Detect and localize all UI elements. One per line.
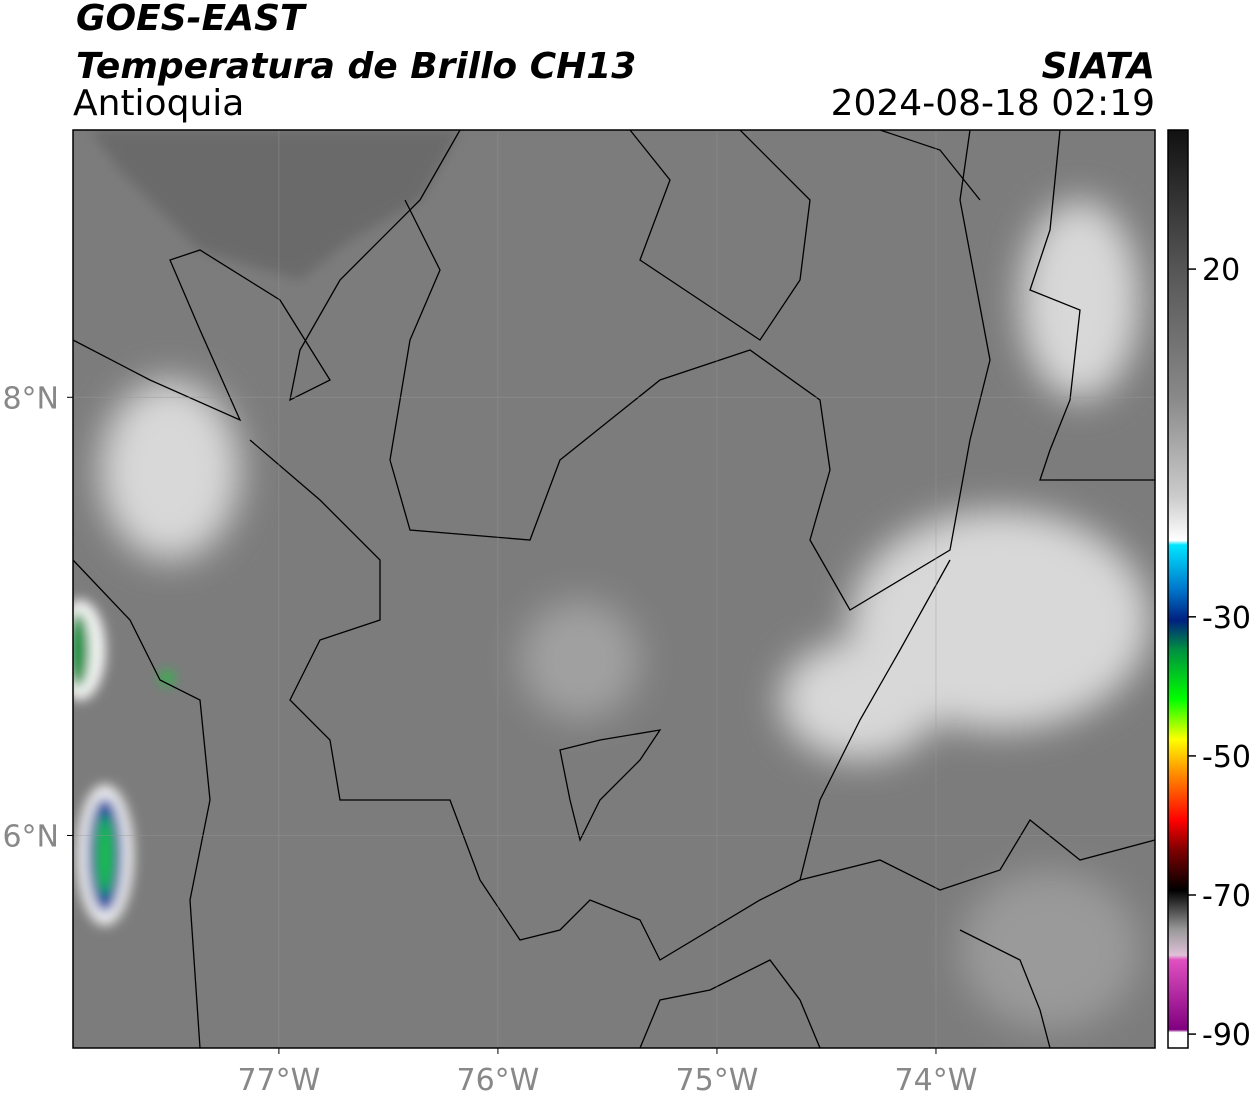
x-tick-label: 75°W bbox=[676, 1063, 759, 1098]
y-tick-label: 6°N bbox=[2, 819, 59, 854]
title: GOES-EAST bbox=[76, 0, 307, 39]
colorbar-tick-label: -70 bbox=[1202, 879, 1251, 914]
y-tick-label: 8°N bbox=[2, 381, 59, 416]
grid bbox=[73, 130, 1155, 1048]
x-tick-label: 77°W bbox=[237, 1063, 320, 1098]
region: Antioquia bbox=[73, 83, 244, 124]
colorbar-tick-label: 20 bbox=[1202, 253, 1240, 288]
satellite-image bbox=[73, 130, 1155, 1048]
datetime: 2024-08-18 02:19 bbox=[831, 83, 1155, 124]
x-tick-label: 74°W bbox=[895, 1063, 978, 1098]
colorbar-tick-label: -50 bbox=[1202, 740, 1251, 775]
x-tick-label: 76°W bbox=[456, 1063, 539, 1098]
map-frame bbox=[72, 129, 1156, 1049]
source: SIATA bbox=[1042, 46, 1155, 87]
colorbar bbox=[1167, 129, 1189, 1049]
colorbar-tick-label: -90 bbox=[1202, 1018, 1251, 1053]
subtitle: Temperatura de Brillo CH13 bbox=[76, 46, 636, 87]
colorbar-tick-label: -30 bbox=[1202, 601, 1251, 636]
